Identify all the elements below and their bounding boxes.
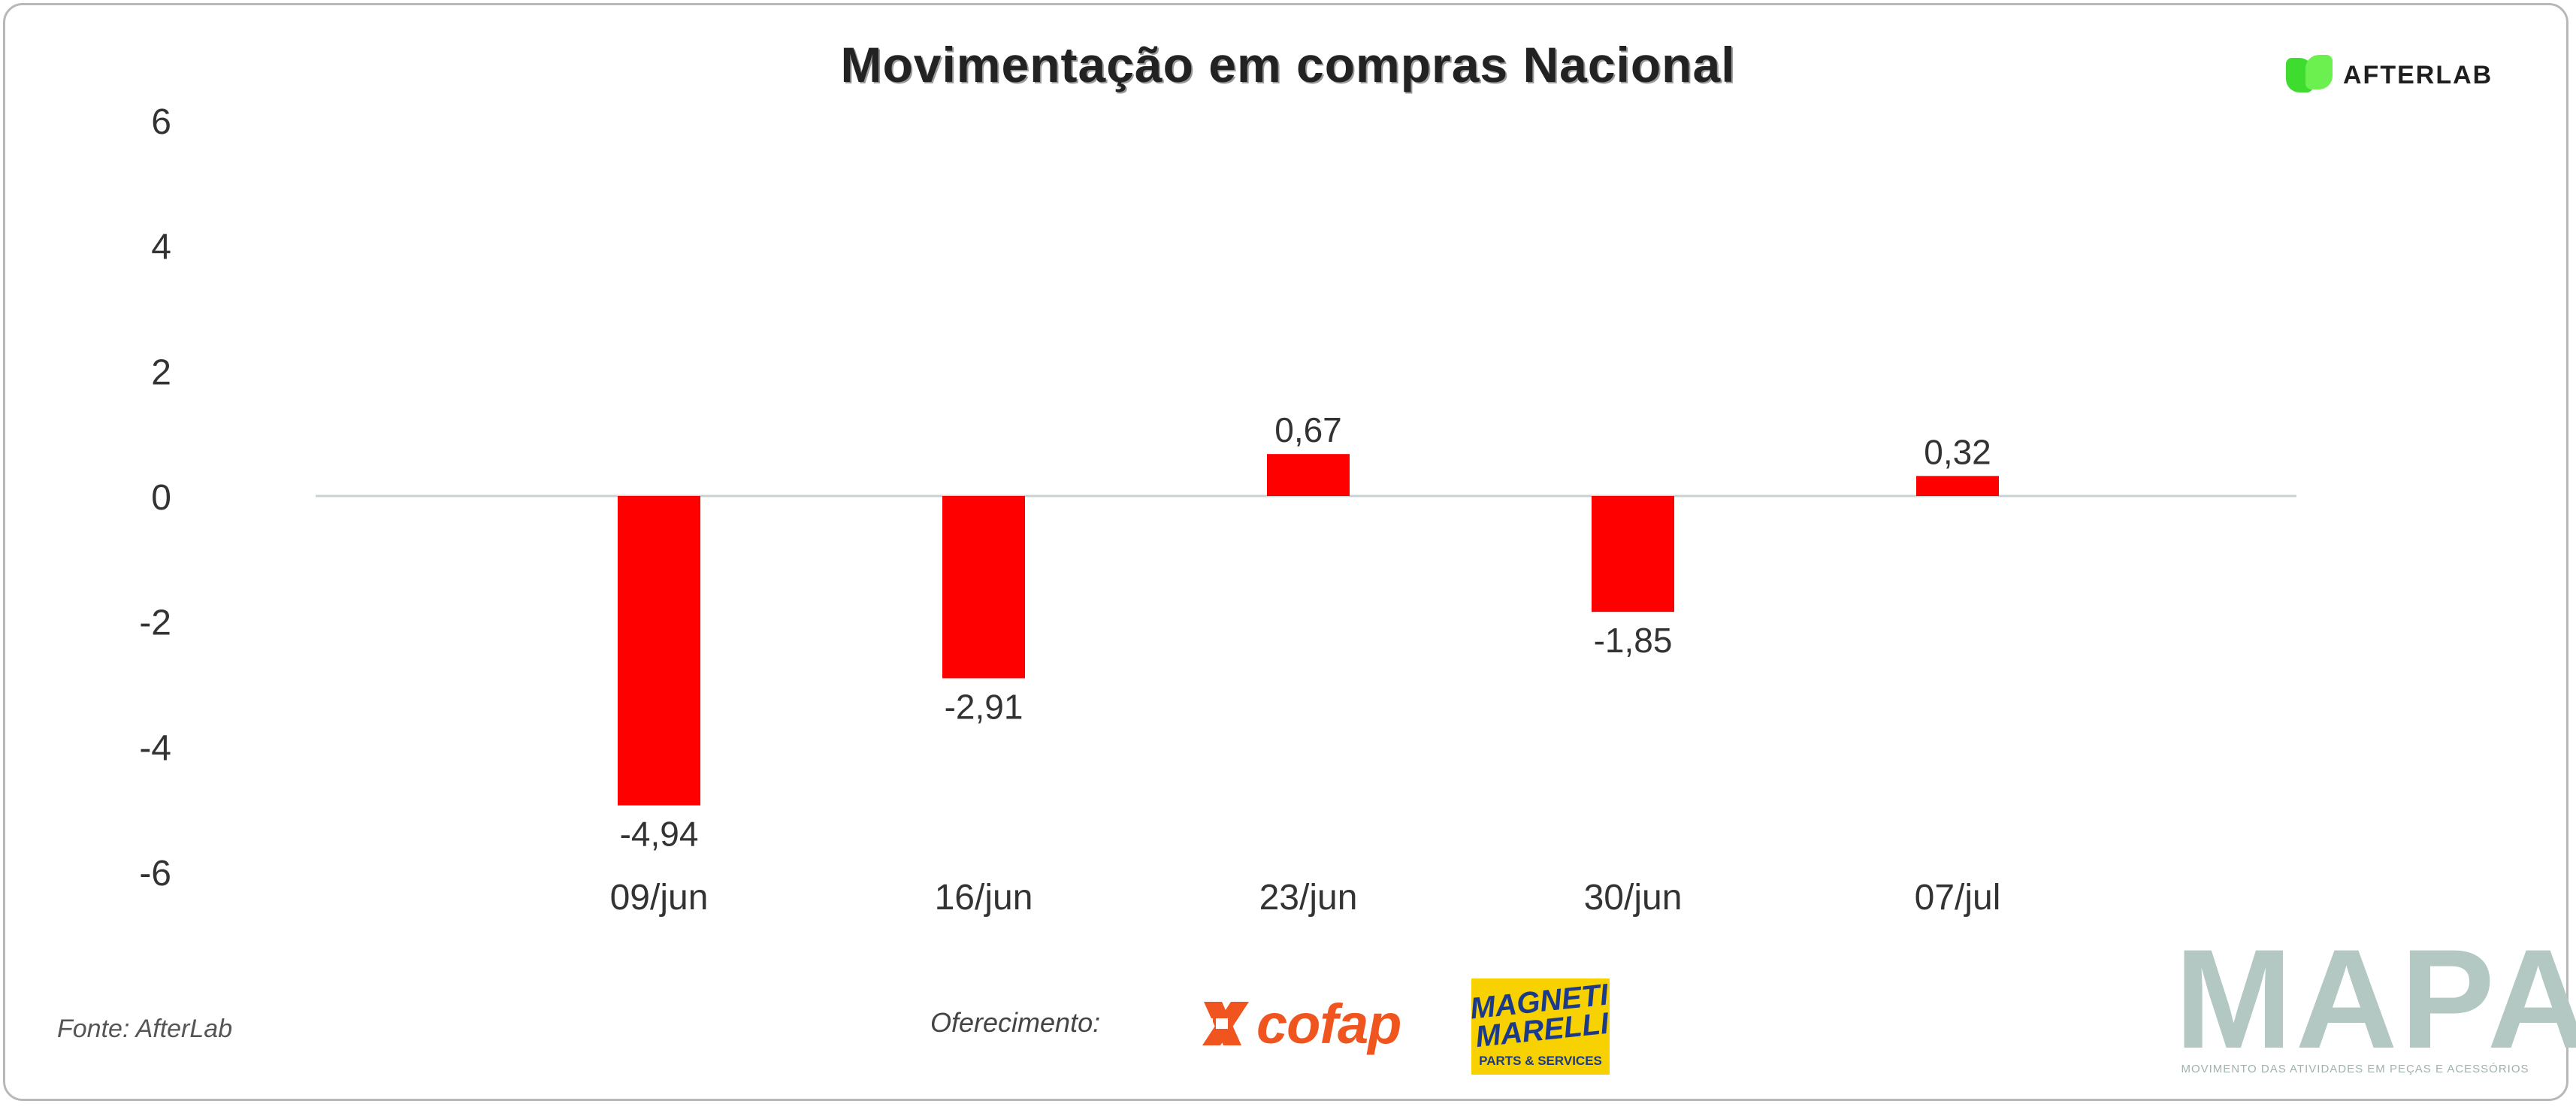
sponsor-label: Oferecimento:	[930, 1007, 1101, 1038]
x-tick-label: 07/jul	[1915, 878, 2001, 918]
bar	[618, 496, 700, 806]
bar	[1916, 476, 1999, 496]
y-tick-label: -2	[139, 603, 171, 643]
y-tick-label: 2	[151, 352, 171, 392]
magneti-marelli-subtitle: PARTS & SERVICES	[1479, 1054, 1602, 1068]
source-note: Fonte: AfterLab	[57, 1015, 233, 1043]
bar	[942, 496, 1025, 679]
afterlab-logo-icon	[2286, 55, 2333, 95]
magneti-marelli-logo: MAGNETI MARELLI PARTS & SERVICES	[1468, 978, 1610, 1075]
data-label: -2,91	[945, 688, 1023, 727]
y-tick-label: -6	[139, 854, 171, 894]
bar-series	[618, 454, 1999, 806]
data-label: -1,85	[1594, 621, 1673, 660]
cofap-x-icon	[1193, 997, 1252, 1050]
magneti-marelli-name: MAGNETI MARELLI	[1468, 978, 1610, 1054]
data-labels: -4,94 -2,91 0,67 -1,85 0,32	[620, 410, 1991, 853]
y-tick-label: 6	[151, 102, 171, 142]
data-label: 0,67	[1274, 410, 1342, 449]
chart-title: Movimentação em compras Nacional	[840, 37, 1736, 92]
mapa-logo-text: MAPA	[2175, 920, 2576, 1078]
x-tick-label: 30/jun	[1584, 878, 1683, 918]
x-tick-label: 09/jun	[610, 878, 709, 918]
cofap-logo: cofap	[1193, 992, 1431, 1055]
x-tick-label: 23/jun	[1259, 878, 1358, 918]
data-label: -4,94	[620, 815, 699, 854]
afterlab-logo-text: AFTERLAB	[2343, 60, 2493, 89]
bar	[1267, 454, 1350, 496]
y-tick-label: 4	[151, 228, 171, 268]
y-axis: 6 4 2 0 -2 -4 -6	[139, 102, 171, 894]
bar	[1592, 496, 1674, 612]
mapa-logo: MAPA MOVIMENTO DAS ATIVIDADES EM PEÇAS E…	[2175, 920, 2576, 1082]
y-tick-label: 0	[151, 478, 171, 518]
chart-frame	[3, 3, 2568, 1101]
x-axis: 09/jun 16/jun 23/jun 30/jun 07/jul	[610, 878, 2001, 918]
cofap-logo-text: cofap	[1256, 992, 1401, 1055]
y-tick-label: -4	[139, 728, 171, 768]
data-label: 0,32	[1924, 432, 1991, 471]
mapa-tagline: MOVIMENTO DAS ATIVIDADES EM PEÇAS E ACES…	[2181, 1063, 2529, 1075]
x-tick-label: 16/jun	[935, 878, 1033, 918]
afterlab-logo: AFTERLAB	[2286, 53, 2519, 98]
